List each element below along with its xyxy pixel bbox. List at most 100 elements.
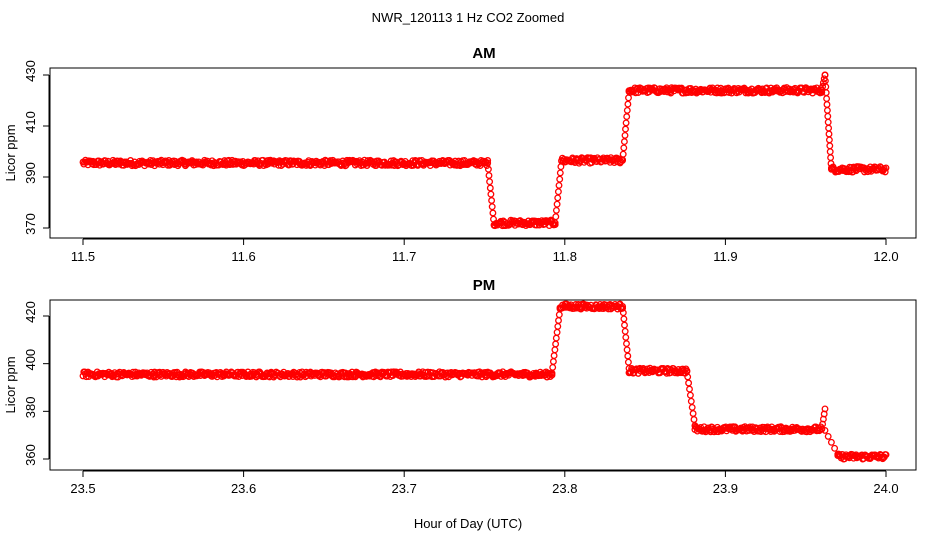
data-point — [620, 315, 628, 323]
panel-am-frame — [49, 67, 917, 239]
y-tick-label: 370 — [23, 213, 38, 235]
x-tick-label: 24.0 — [873, 481, 898, 496]
data-point — [881, 168, 889, 176]
data-point — [555, 311, 563, 319]
data-point — [882, 451, 890, 459]
data-point — [623, 113, 631, 121]
data-point — [621, 327, 629, 335]
data-point — [551, 219, 559, 227]
data-point — [489, 209, 497, 217]
data-point — [690, 416, 698, 423]
figure-title: NWR_120113 1 Hz CO2 Zoomed — [372, 10, 565, 25]
data-point — [553, 328, 561, 336]
x-tick-label: 23.6 — [231, 481, 256, 496]
data-point — [487, 190, 495, 198]
data-point — [824, 112, 832, 120]
y-tick-label: 360 — [23, 444, 38, 466]
data-point — [825, 130, 833, 138]
data-point — [819, 83, 827, 90]
data-point — [484, 159, 492, 167]
data-point — [825, 124, 833, 132]
data-point — [549, 363, 557, 371]
x-tick-label: 11.9 — [713, 249, 737, 264]
data-point — [552, 334, 560, 342]
data-point — [553, 200, 561, 208]
data-point — [556, 175, 564, 183]
data-point — [552, 213, 560, 221]
data-point — [488, 197, 496, 204]
data-point — [827, 154, 835, 162]
x-tick-label: 12.0 — [873, 249, 898, 264]
data-point — [821, 405, 829, 413]
y-tick-label: 400 — [23, 349, 38, 371]
data-point — [555, 181, 563, 189]
data-point — [824, 118, 832, 126]
panel-am-points — [79, 71, 890, 230]
data-point — [554, 194, 562, 202]
data-point — [556, 169, 564, 177]
data-point — [688, 403, 696, 411]
x-tick-label: 11.7 — [392, 249, 416, 264]
data-point — [624, 100, 632, 108]
data-point — [821, 71, 829, 79]
data-point — [550, 352, 558, 360]
y-tick-label: 420 — [23, 301, 38, 323]
panel-pm: PM Licor ppm 23.5 23.6 23.7 23.8 23.9 24.0 36… — [3, 277, 917, 496]
data-point — [619, 150, 627, 158]
data-point — [619, 309, 627, 317]
panel-pm-x-axis: 23.5 23.6 23.7 23.8 23.9 24.0 — [70, 470, 899, 496]
x-tick-label: 11.5 — [71, 249, 95, 264]
data-point — [826, 148, 834, 156]
data-point — [687, 397, 695, 405]
data-point — [663, 369, 671, 377]
data-point — [825, 136, 833, 144]
data-point — [484, 157, 492, 164]
panel-am-x-axis: 11.5 11.6 11.7 11.8 11.9 12.0 — [71, 238, 899, 264]
data-point — [686, 391, 694, 399]
x-tick-label: 23.5 — [70, 481, 95, 496]
data-point — [823, 101, 831, 108]
panel-pm-points — [79, 300, 890, 463]
data-point — [488, 203, 496, 211]
data-point — [623, 340, 630, 348]
x-tick-label: 23.9 — [713, 481, 738, 496]
data-point — [549, 358, 557, 365]
data-point — [622, 125, 629, 133]
data-point — [555, 317, 562, 324]
data-point — [685, 379, 693, 387]
data-point — [623, 346, 631, 354]
x-tick-label: 11.6 — [231, 249, 255, 264]
data-point — [823, 95, 831, 103]
data-point — [622, 119, 630, 127]
data-point — [882, 164, 890, 172]
data-point — [823, 106, 831, 114]
data-point — [620, 144, 628, 152]
data-point — [624, 352, 632, 360]
data-point — [484, 165, 492, 173]
data-point — [621, 321, 628, 329]
data-point — [620, 138, 628, 146]
data-point — [623, 106, 631, 114]
panel-pm-title: PM — [473, 277, 496, 294]
data-point — [826, 142, 834, 150]
data-point — [486, 184, 494, 192]
data-point — [546, 373, 554, 381]
data-point — [686, 385, 693, 393]
y-tick-label: 430 — [23, 60, 38, 82]
panel-am: AM Licor ppm 11.5 11.6 11.7 11.8 11.9 12.0 37… — [3, 45, 917, 264]
panel-pm-frame — [49, 299, 917, 471]
data-point — [622, 333, 630, 341]
data-point — [821, 426, 829, 434]
data-point — [824, 432, 832, 440]
x-tick-label: 11.8 — [553, 249, 577, 264]
y-tick-label: 410 — [23, 111, 38, 133]
data-point — [554, 188, 562, 196]
data-point — [619, 156, 627, 164]
data-point — [551, 346, 559, 354]
panel-am-y-axis: 370 390 410 430 — [23, 60, 50, 235]
data-point — [552, 206, 560, 214]
data-point — [554, 322, 562, 330]
data-point — [831, 444, 839, 452]
panel-pm-ylabel: Licor ppm — [3, 356, 18, 413]
